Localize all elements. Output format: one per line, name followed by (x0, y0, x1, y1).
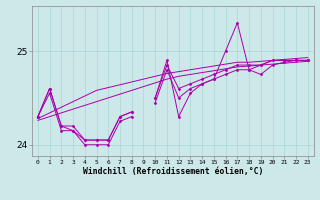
X-axis label: Windchill (Refroidissement éolien,°C): Windchill (Refroidissement éolien,°C) (83, 167, 263, 176)
